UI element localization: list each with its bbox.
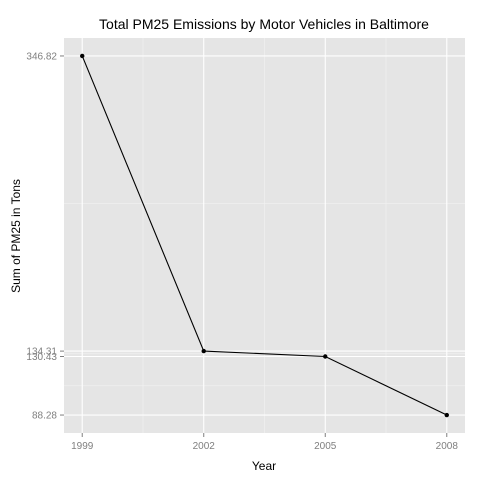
y-tick-label: 134.31: [26, 347, 57, 358]
x-tick-label: 2008: [436, 441, 459, 452]
series-line: [81, 55, 448, 416]
series-layer: [80, 53, 449, 418]
y-tick-label: 88.28: [32, 411, 57, 422]
data-point: [201, 348, 206, 354]
major-grid: [64, 38, 465, 433]
x-tick-label: 2005: [314, 441, 337, 452]
data-point: [444, 412, 449, 418]
x-axis: 1999 2002 2005 2008: [71, 433, 458, 452]
data-point: [80, 53, 85, 59]
chart-title: Total PM25 Emissions by Motor Vehicles i…: [99, 16, 429, 32]
x-tick-label: 1999: [71, 441, 94, 452]
x-tick-label: 2002: [193, 441, 216, 452]
y-tick-label: 130.43: [26, 352, 57, 363]
y-axis-label: Sum of PM25 in Tons: [9, 179, 23, 293]
y-tick-label: 346.82: [26, 51, 57, 62]
x-axis-label: Year: [252, 459, 276, 473]
minor-grid: [64, 38, 465, 433]
data-point: [323, 354, 328, 359]
